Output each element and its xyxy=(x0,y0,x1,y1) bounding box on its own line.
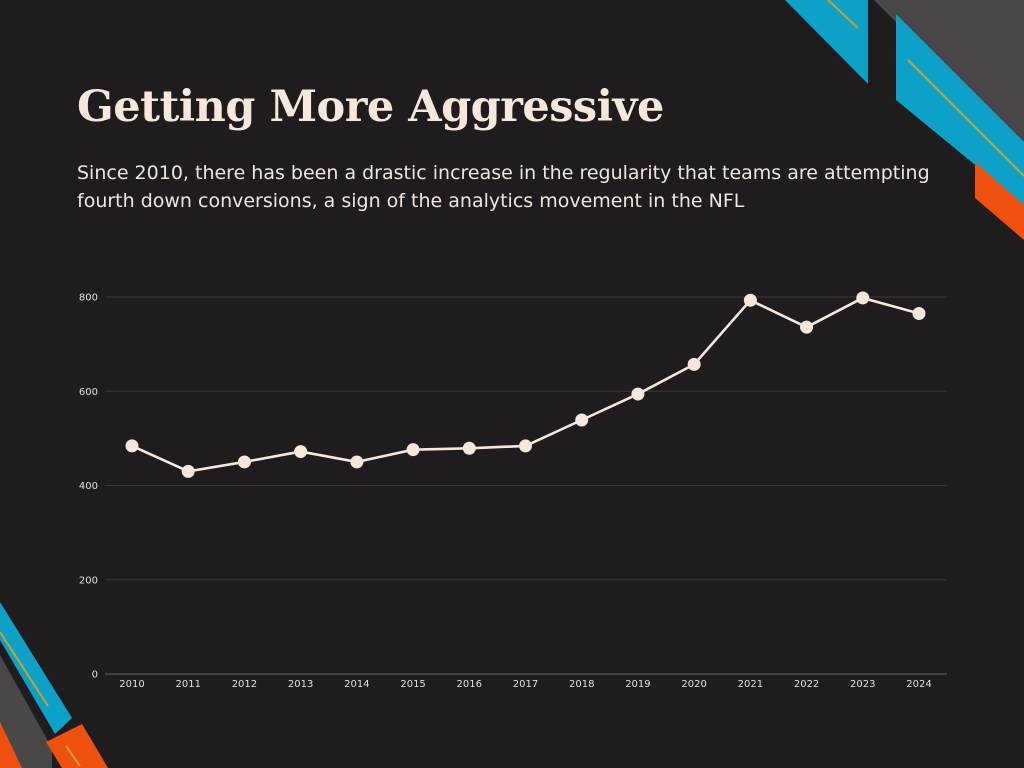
data-point xyxy=(800,320,814,334)
data-point xyxy=(912,306,926,320)
x-tick-label: 2014 xyxy=(344,679,369,690)
page-subtitle: Since 2010, there has been a drastic inc… xyxy=(77,162,930,212)
x-tick-label: 2013 xyxy=(288,679,313,690)
deco-stripe-orange-right xyxy=(975,162,1024,240)
data-point xyxy=(575,413,589,427)
x-tick-label: 2011 xyxy=(175,679,200,690)
deco-stripe-blue-top xyxy=(785,0,868,84)
x-tick-label: 2020 xyxy=(681,679,706,690)
x-tick-label: 2022 xyxy=(794,679,819,690)
x-tick-label: 2019 xyxy=(625,679,650,690)
data-point xyxy=(294,445,308,459)
deco-stripe-gray xyxy=(868,0,1024,150)
x-tick-label: 2024 xyxy=(906,679,931,690)
data-point xyxy=(631,387,645,401)
deco-gold-line-bottom xyxy=(0,631,49,707)
deco-gold-line-bottom-2 xyxy=(65,745,81,767)
x-tick-label: 2010 xyxy=(119,679,144,690)
deco-gold-line-right xyxy=(907,59,1024,177)
deco-stripe-orange-bottom xyxy=(46,724,108,768)
data-point xyxy=(856,291,870,305)
y-tick-label: 600 xyxy=(79,387,98,398)
deco-stripe-blue-main xyxy=(896,14,1024,205)
x-tick-label: 2016 xyxy=(457,679,482,690)
page-title: Getting More Aggressive xyxy=(77,82,664,132)
data-point xyxy=(462,441,476,455)
y-tick-label: 400 xyxy=(79,481,98,492)
x-tick-label: 2021 xyxy=(738,679,763,690)
line-chart: 0 200 400 600 800 2010 2011 2012 2013 2014 2015 201… xyxy=(79,291,947,690)
data-point xyxy=(181,464,195,478)
data-point xyxy=(687,357,701,371)
data-point xyxy=(743,293,757,307)
data-point xyxy=(406,443,420,457)
data-point xyxy=(519,439,532,453)
data-point xyxy=(237,455,251,469)
x-tick-label: 2023 xyxy=(850,679,875,690)
deco-stripe-blue-bottom xyxy=(0,602,72,734)
y-tick-label: 0 xyxy=(92,670,98,681)
x-tick-label: 2012 xyxy=(232,679,257,690)
deco-stripe-orange-corner xyxy=(0,722,22,768)
data-point xyxy=(125,439,139,453)
deco-gold-line-top xyxy=(827,0,859,29)
y-tick-label: 200 xyxy=(79,575,98,586)
x-tick-label: 2015 xyxy=(400,679,425,690)
deco-stripe-gray-bottom xyxy=(0,655,52,768)
y-tick-label: 800 xyxy=(79,293,98,304)
x-tick-label: 2017 xyxy=(513,679,538,690)
data-point xyxy=(350,455,364,469)
x-tick-label: 2018 xyxy=(569,679,594,690)
